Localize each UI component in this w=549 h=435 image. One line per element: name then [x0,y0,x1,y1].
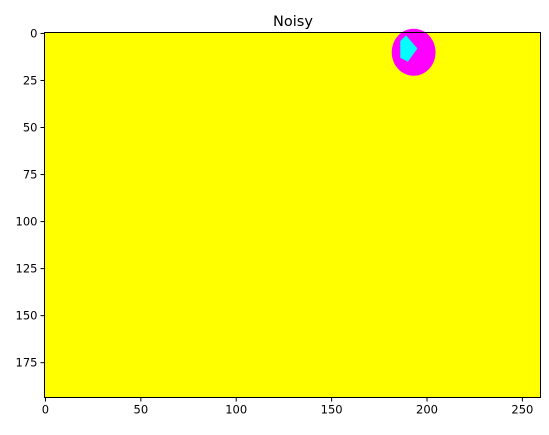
y-tick-label: 50 [23,121,38,135]
chart-title: Noisy [273,14,313,30]
y-tick-label: 175 [16,356,38,370]
y-tick-label: 100 [16,215,38,229]
y-tick-label: 25 [23,73,38,87]
x-tick-label: 250 [511,403,533,417]
axes-frame [44,32,541,398]
x-tick-label: 50 [134,403,149,417]
x-tick-label: 100 [225,403,247,417]
y-tick-label: 125 [16,262,38,276]
inner-blob [400,35,418,62]
y-tick-label: 150 [16,309,38,323]
y-tick-label: 75 [23,168,38,182]
x-axis: 0 50 100 150 200 250 [42,397,533,417]
x-tick-label: 0 [42,403,49,417]
plot-area [44,28,541,398]
y-axis: 0 25 50 75 100 125 150 175 [16,26,45,370]
image-background [44,32,541,398]
x-tick-label: 200 [416,403,438,417]
x-tick-label: 150 [321,403,343,417]
y-tick-label: 0 [30,26,37,40]
